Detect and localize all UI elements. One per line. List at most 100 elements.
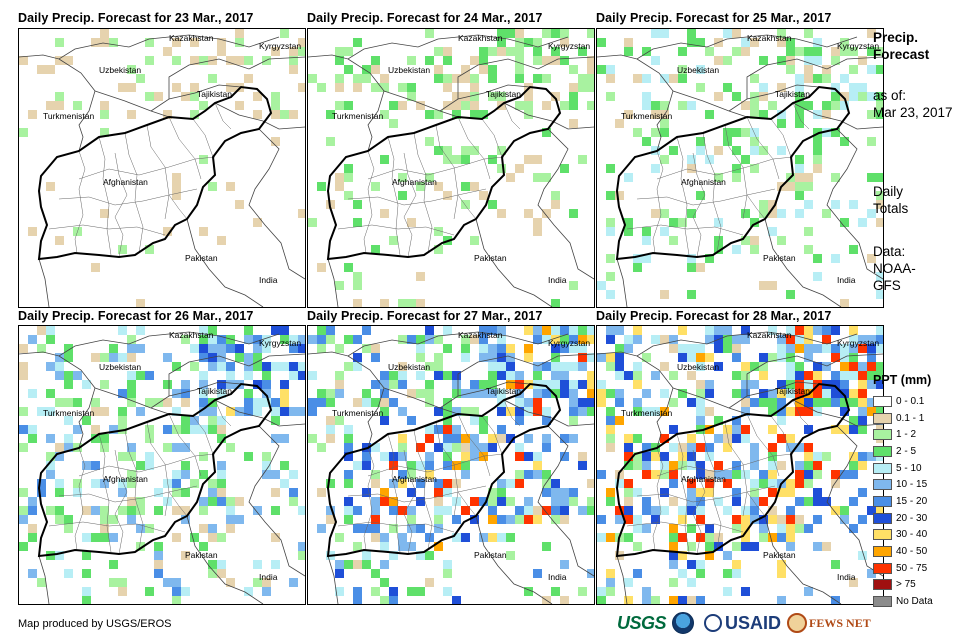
precip-cell xyxy=(226,371,235,380)
precip-cell xyxy=(371,245,380,254)
province-border xyxy=(78,156,216,180)
precip-cell xyxy=(253,110,262,119)
precip-cell xyxy=(37,65,46,74)
precip-cell xyxy=(118,452,127,461)
precip-cell xyxy=(289,488,298,497)
precip-cell xyxy=(199,155,208,164)
precip-cell xyxy=(606,326,615,335)
province-border xyxy=(48,521,166,533)
precip-cell xyxy=(606,254,615,263)
precip-cell xyxy=(154,542,163,551)
country-border xyxy=(503,399,594,427)
precip-cell xyxy=(651,596,660,604)
precip-cell xyxy=(533,515,542,524)
precip-cell xyxy=(271,92,280,101)
precip-cell xyxy=(515,506,524,515)
precip-cell xyxy=(425,173,434,182)
legend-swatch xyxy=(873,512,892,524)
country-border xyxy=(347,58,385,152)
precip-cell xyxy=(795,173,804,182)
precip-cell xyxy=(434,407,443,416)
country-border xyxy=(383,90,459,118)
precip-cell xyxy=(696,488,705,497)
precip-cell xyxy=(497,47,506,56)
map-label-turkmenistan: Turkmenistan xyxy=(43,111,94,121)
precip-cell xyxy=(172,578,181,587)
precip-cell xyxy=(786,542,795,551)
precip-cell xyxy=(524,452,533,461)
precip-cell xyxy=(678,452,687,461)
precip-cell xyxy=(687,29,696,38)
precip-cell xyxy=(569,92,578,101)
precip-cell xyxy=(831,470,840,479)
precip-cell xyxy=(624,596,633,604)
country-border xyxy=(475,218,553,307)
province-border xyxy=(503,399,521,427)
country-border xyxy=(636,58,674,152)
precip-cell xyxy=(398,362,407,371)
precip-cell xyxy=(786,533,795,542)
precip-cell xyxy=(651,164,660,173)
precip-cell xyxy=(578,74,587,83)
precip-cell xyxy=(434,110,443,119)
precip-cell xyxy=(651,407,660,416)
precip-cell xyxy=(777,236,786,245)
precip-cell xyxy=(407,416,416,425)
precip-cell xyxy=(497,344,506,353)
precip-cell xyxy=(849,470,858,479)
precip-cell xyxy=(353,83,362,92)
precip-cell xyxy=(840,425,849,434)
precip-cell xyxy=(82,416,91,425)
precip-cell xyxy=(344,497,353,506)
country-border xyxy=(327,258,339,307)
precip-cell xyxy=(470,146,479,155)
legend-item: 5 - 10 xyxy=(873,460,933,477)
precip-cell xyxy=(353,335,362,344)
precip-cell xyxy=(380,380,389,389)
precip-cell xyxy=(560,506,569,515)
precip-cell xyxy=(389,398,398,407)
country-border xyxy=(58,355,96,449)
precip-cell xyxy=(578,344,587,353)
precip-cell xyxy=(840,407,849,416)
precip-cell xyxy=(741,209,750,218)
precip-cell xyxy=(606,335,615,344)
precip-cell xyxy=(858,92,867,101)
precip-cell xyxy=(759,533,768,542)
precip-cell xyxy=(669,560,678,569)
map-label-india: India xyxy=(548,572,567,582)
precip-cell xyxy=(858,398,867,407)
precip-cell xyxy=(434,74,443,83)
precip-cell xyxy=(136,407,145,416)
precip-cell xyxy=(271,506,280,515)
province-border xyxy=(746,491,766,517)
precip-cell xyxy=(732,497,741,506)
precip-cell xyxy=(55,398,64,407)
legend-label: 50 - 75 xyxy=(896,562,928,574)
precip-cell xyxy=(461,65,470,74)
precip-cell xyxy=(795,515,804,524)
precip-cell xyxy=(434,371,443,380)
precip-cell xyxy=(777,434,786,443)
precip-cell xyxy=(840,101,849,110)
precip-cell xyxy=(633,335,642,344)
precip-cell xyxy=(597,470,606,479)
precip-cell xyxy=(687,155,696,164)
precip-cell xyxy=(606,272,615,281)
legend-label: 1 - 2 xyxy=(896,429,917,441)
precip-cell xyxy=(678,47,687,56)
precip-cell xyxy=(867,65,876,74)
precip-cell xyxy=(271,362,280,371)
precip-cell xyxy=(64,371,73,380)
precip-cell xyxy=(100,353,109,362)
precip-cell xyxy=(524,209,533,218)
precip-cell xyxy=(407,389,416,398)
precip-cell xyxy=(741,515,750,524)
precip-cell xyxy=(172,191,181,200)
precip-cell xyxy=(488,353,497,362)
precip-cell xyxy=(804,182,813,191)
precip-cell xyxy=(669,479,678,488)
country-border xyxy=(327,555,339,604)
legend-label: 5 - 10 xyxy=(896,462,922,474)
precip-cell xyxy=(578,362,587,371)
